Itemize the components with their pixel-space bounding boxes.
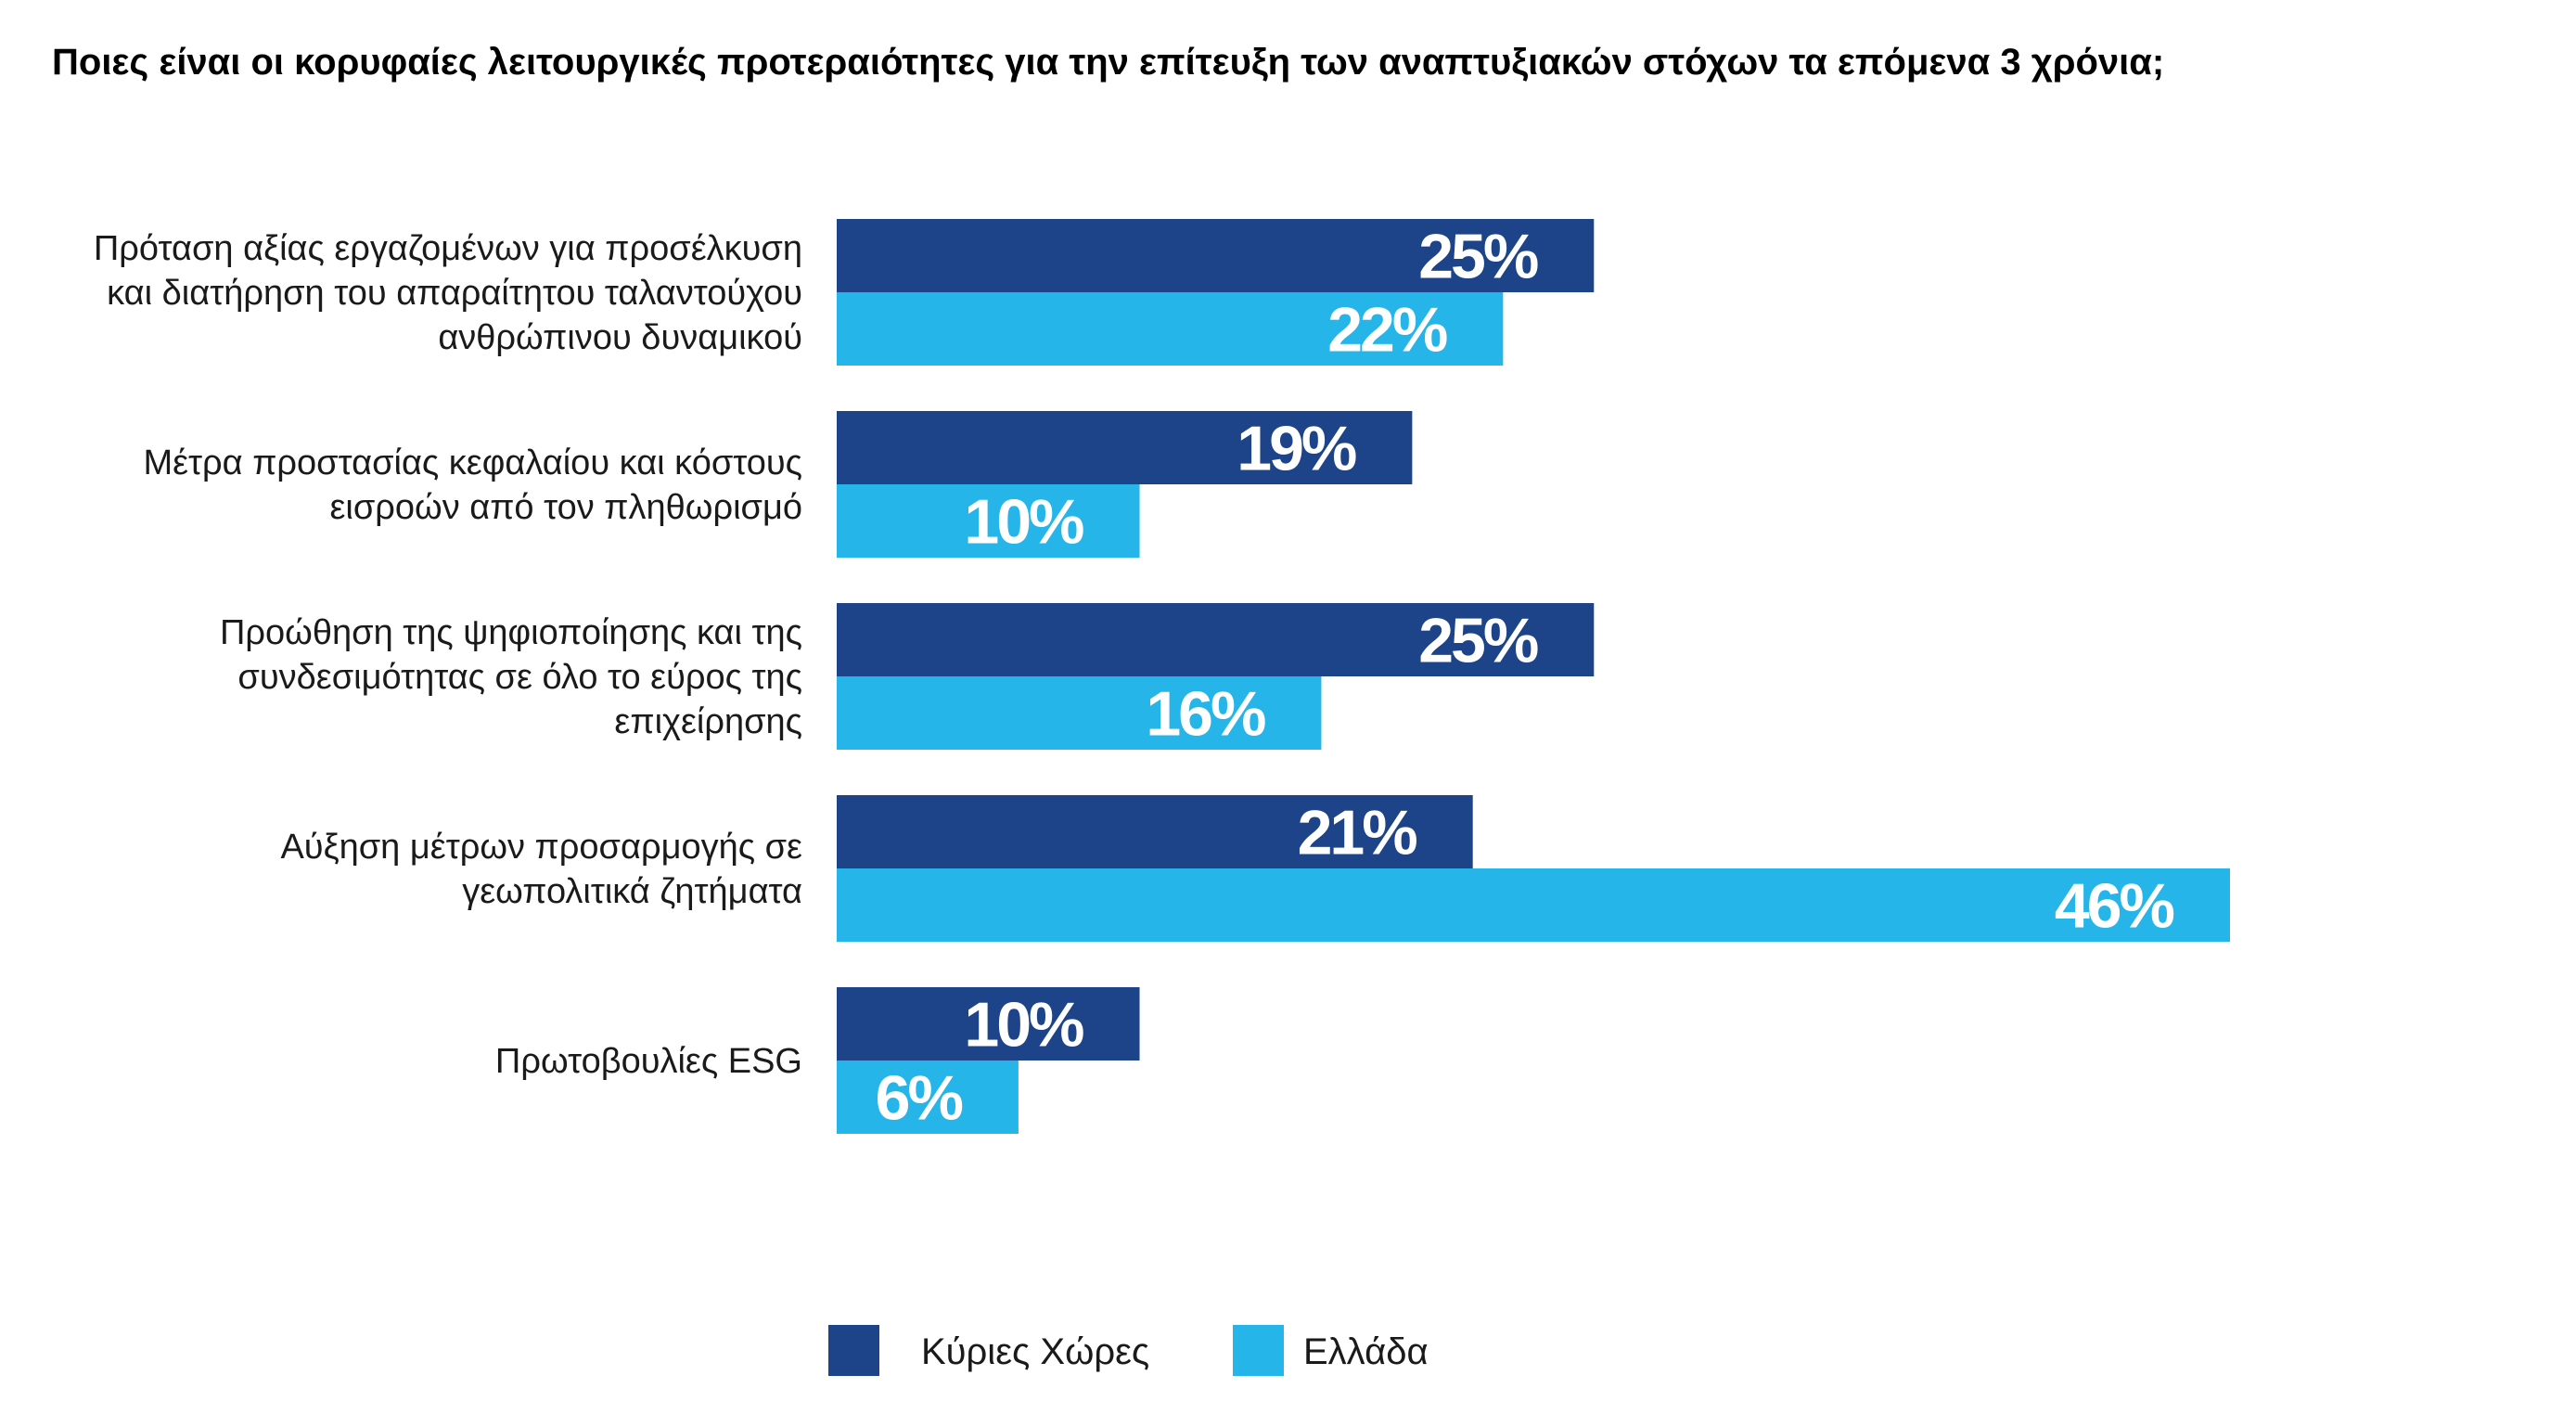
bars-layer: 25%22%19%10%25%16%21%46%10%6%: [837, 219, 2230, 1134]
bar-greece-1: [837, 484, 1140, 558]
value-label: 46%: [2055, 871, 2174, 942]
legend-label-greece: Ελλάδα: [1303, 1331, 1429, 1372]
chart-title: Ποιες είναι οι κορυφαίες λειτουργικές πρ…: [52, 42, 2164, 83]
value-label: 19%: [1237, 414, 1356, 484]
category-labels-layer: Πρόταση αξίας εργαζομένων για προσέλκυση…: [94, 229, 802, 1081]
value-label: 6%: [876, 1063, 963, 1134]
value-label: 25%: [1418, 606, 1538, 676]
bar-greece-0: [837, 292, 1504, 366]
value-label: 21%: [1298, 798, 1417, 868]
category-label: Αύξηση μέτρων προσαρμογής σε γεωπολιτικά …: [280, 828, 802, 911]
value-label: 10%: [964, 487, 1083, 558]
bar-main-countries-2: [837, 603, 1595, 676]
value-label: 22%: [1327, 295, 1447, 366]
value-label: 16%: [1146, 679, 1265, 750]
category-label: Πρόταση αξίας εργαζομένων για προσέλκυση…: [94, 229, 802, 357]
category-label: Πρωτοβουλίες ESG: [495, 1042, 802, 1081]
bar-main-countries-0: [837, 219, 1595, 292]
legend: Κύριες Χώρες Ελλάδα: [828, 1325, 1429, 1376]
bar-main-countries-3: [837, 795, 1473, 868]
legend-swatch-greece: [1233, 1325, 1284, 1376]
legend-label-main-countries: Κύριες Χώρες: [921, 1331, 1149, 1372]
bar-greece-2: [837, 676, 1322, 750]
value-label: 25%: [1418, 222, 1538, 292]
value-label: 10%: [964, 990, 1083, 1060]
bar-greece-4: [837, 1060, 1019, 1134]
category-label: Προώθηση της ψηφιοποίησης και της συνδεσι…: [220, 613, 802, 741]
legend-swatch-main-countries: [828, 1325, 879, 1376]
bar-main-countries-1: [837, 411, 1413, 484]
category-label: Μέτρα προστασίας κεφαλαίου και κόστους ει…: [143, 443, 802, 527]
bar-main-countries-4: [837, 987, 1140, 1060]
bar-greece-3: [837, 868, 2230, 942]
